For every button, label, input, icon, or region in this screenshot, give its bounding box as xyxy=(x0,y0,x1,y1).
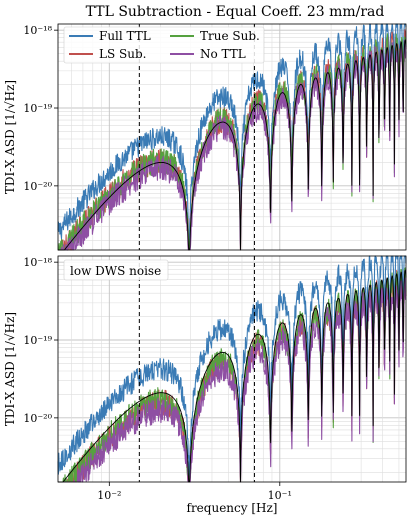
y-tick-label: 10⁻²⁰ xyxy=(23,412,52,425)
annotation-box xyxy=(63,259,169,281)
top-panel: 10⁻²⁰ 10⁻¹⁹ 10⁻¹⁸ TDI-X ASD [1/√Hz] Full T… xyxy=(3,23,407,251)
bottom-panel: 10⁻²⁰ 10⁻¹⁹ 10⁻¹⁸ 10⁻² 10⁻¹ TDI-X ASD [1/√H… xyxy=(3,255,407,515)
bottom-vlines xyxy=(138,256,255,482)
legend: Full TTL LS Sub. True Sub. No TTL xyxy=(63,26,265,64)
legend-label-true-sub: True Sub. xyxy=(200,29,260,43)
legend-label-ls-sub: LS Sub. xyxy=(99,47,146,61)
annotation-low-dws-noise: low DWS noise xyxy=(70,264,161,278)
series-line-model xyxy=(57,39,407,251)
series-line-true-sub xyxy=(57,267,407,483)
x-axis-label: frequency [Hz] xyxy=(187,501,278,515)
top-yticks: 10⁻²⁰ 10⁻¹⁹ 10⁻¹⁸ xyxy=(23,24,58,193)
y-tick-label: 10⁻¹⁸ xyxy=(23,24,52,37)
series-line-full-ttl xyxy=(57,23,407,247)
bottom-yticks: 10⁻²⁰ 10⁻¹⁹ 10⁻¹⁸ xyxy=(23,256,58,425)
bottom-ylabel: TDI-X ASD [1/√Hz] xyxy=(3,312,17,426)
x-tick-label: 10⁻¹ xyxy=(268,489,292,502)
bottom-frame xyxy=(57,255,407,483)
top-ylabel: TDI-X ASD [1/√Hz] xyxy=(3,80,17,194)
legend-label-full-ttl: Full TTL xyxy=(99,29,151,43)
bottom-series xyxy=(57,255,407,483)
top-series xyxy=(57,23,407,251)
y-tick-label: 10⁻¹⁸ xyxy=(23,256,52,269)
chart-title: TTL Subtraction - Equal Coeff. 23 mm/rad xyxy=(86,4,385,20)
series-line-no-ttl xyxy=(57,277,407,483)
series-line-no-ttl xyxy=(57,39,407,251)
top-frame xyxy=(57,23,407,251)
x-tick-label: 10⁻² xyxy=(97,489,121,502)
y-tick-label: 10⁻¹⁹ xyxy=(23,334,52,347)
series-line-model xyxy=(57,269,407,483)
y-tick-label: 10⁻¹⁹ xyxy=(23,102,52,115)
bottom-xticks: 10⁻² 10⁻¹ xyxy=(97,482,292,502)
legend-label-no-ttl: No TTL xyxy=(200,47,246,61)
y-tick-label: 10⁻²⁰ xyxy=(23,180,52,193)
series-line-full-ttl xyxy=(57,255,407,480)
